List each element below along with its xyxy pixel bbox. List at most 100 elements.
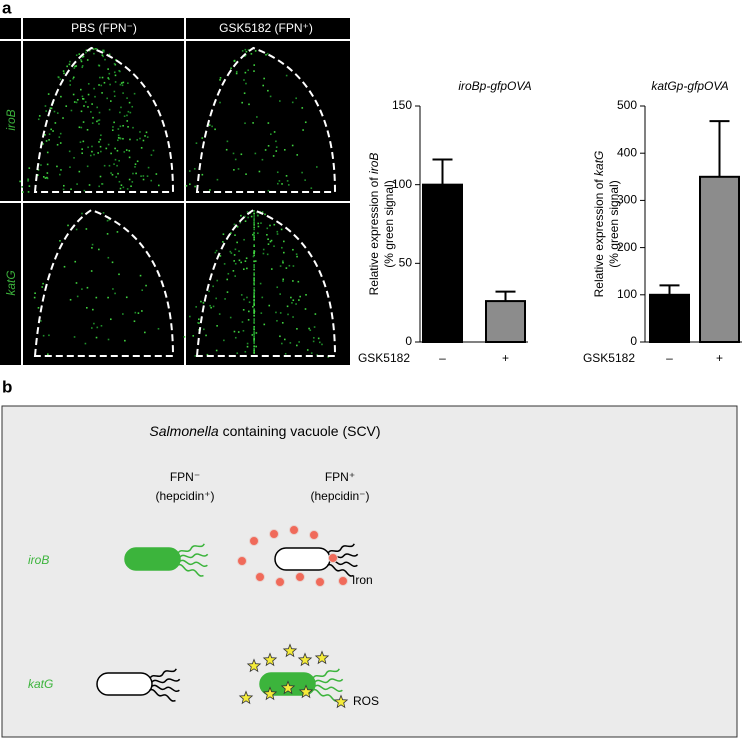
iron [295, 572, 305, 582]
fluorescence [86, 165, 89, 168]
fluorescence [126, 188, 129, 190]
fluorescence [255, 332, 258, 334]
fluorescence [216, 325, 218, 327]
column-name: FPN⁺ [325, 470, 355, 484]
fluorescence [108, 78, 110, 80]
fluorescence [285, 175, 288, 177]
fluorescence [236, 241, 238, 244]
fluorescence [295, 97, 297, 100]
fluorescence [222, 233, 225, 236]
fluorescence [70, 109, 73, 112]
fluorescence [117, 128, 120, 130]
iron [328, 553, 338, 563]
fluorescence [253, 266, 255, 269]
fluorescence [234, 158, 237, 161]
fluorescence [42, 282, 44, 285]
x-tick-label: – [439, 351, 446, 365]
fluorescence [246, 267, 248, 270]
y-tick-label: 200 [617, 240, 637, 254]
fluorescence [99, 175, 102, 178]
fluorescence [101, 92, 103, 94]
fluorescence [252, 233, 254, 236]
bar [485, 300, 526, 343]
fluorescence [75, 54, 78, 56]
fluorescence [75, 65, 78, 67]
fluorescence [215, 297, 217, 300]
fluorescence [69, 298, 72, 301]
fluorescence [263, 323, 266, 326]
fluorescence [45, 140, 48, 142]
fluorescence [56, 112, 59, 114]
fluorescence [253, 341, 255, 344]
x-axis-label: GSK5182 [358, 351, 410, 365]
fluorescence [235, 70, 238, 73]
fluorescence [72, 93, 75, 96]
fluorescence [73, 336, 76, 338]
fluorescence [100, 324, 103, 327]
fluorescence [44, 134, 46, 136]
fluorescence [136, 160, 139, 163]
fluorescence [102, 49, 105, 52]
y-axis-label: Relative expression of katG [592, 151, 606, 298]
fluorescence [85, 228, 88, 230]
fluorescence [310, 187, 313, 189]
fluorescence [94, 95, 96, 98]
fluorescence [244, 350, 247, 353]
fluorescence [253, 264, 255, 266]
fluorescence [33, 296, 36, 299]
flagellum [179, 559, 208, 567]
fluorescence [240, 153, 243, 156]
fluorescence [63, 184, 65, 187]
fluorescence [253, 215, 255, 217]
fluorescence [69, 60, 71, 63]
fluorescence [74, 65, 76, 68]
fluorescence [27, 191, 30, 193]
fluorescence [235, 72, 238, 75]
fluorescence [276, 319, 278, 322]
fluorescence [82, 98, 84, 100]
fluorescence [59, 132, 62, 135]
fluorescence [262, 248, 265, 251]
fluorescence [116, 231, 119, 233]
fluorescence [117, 139, 119, 142]
fluorescence [253, 221, 255, 223]
fluorescence [142, 175, 145, 177]
fluorescence [280, 228, 283, 231]
ros [280, 680, 296, 695]
fluorescence [62, 117, 64, 119]
fluorescence [81, 148, 83, 150]
fluorescence [111, 173, 114, 176]
fluorescence [254, 152, 257, 155]
flagellum [149, 668, 177, 679]
fluorescence [66, 65, 68, 68]
fluorescence [233, 169, 235, 171]
fluorescence [232, 270, 235, 272]
fluorescence [41, 286, 44, 288]
fluorescence [257, 225, 260, 228]
fluorescence [284, 352, 287, 355]
fluorescence [236, 225, 239, 228]
fluorescence [292, 265, 295, 267]
bacterium [96, 672, 153, 696]
fluorescence [118, 180, 121, 183]
column-label: PBS (FPN⁻) [71, 21, 137, 35]
fluorescence [253, 287, 255, 289]
fluorescence [100, 150, 102, 153]
fluorescence [253, 321, 255, 324]
fluorescence [226, 140, 229, 143]
fluorescence [40, 164, 42, 166]
fluorescence [90, 270, 93, 272]
fluorescence [115, 176, 118, 178]
fluorescence [63, 265, 66, 268]
fluorescence [253, 244, 255, 246]
fluorescence [253, 303, 255, 306]
fluorescence [140, 175, 142, 177]
fluorescence [99, 138, 102, 141]
fluorescence [295, 303, 297, 305]
fluorescence [296, 154, 299, 156]
fluorescence [140, 147, 143, 149]
fluorescence [108, 218, 111, 221]
fluorescence [269, 224, 271, 227]
fluorescence [59, 240, 61, 242]
fluorescence [244, 122, 246, 125]
